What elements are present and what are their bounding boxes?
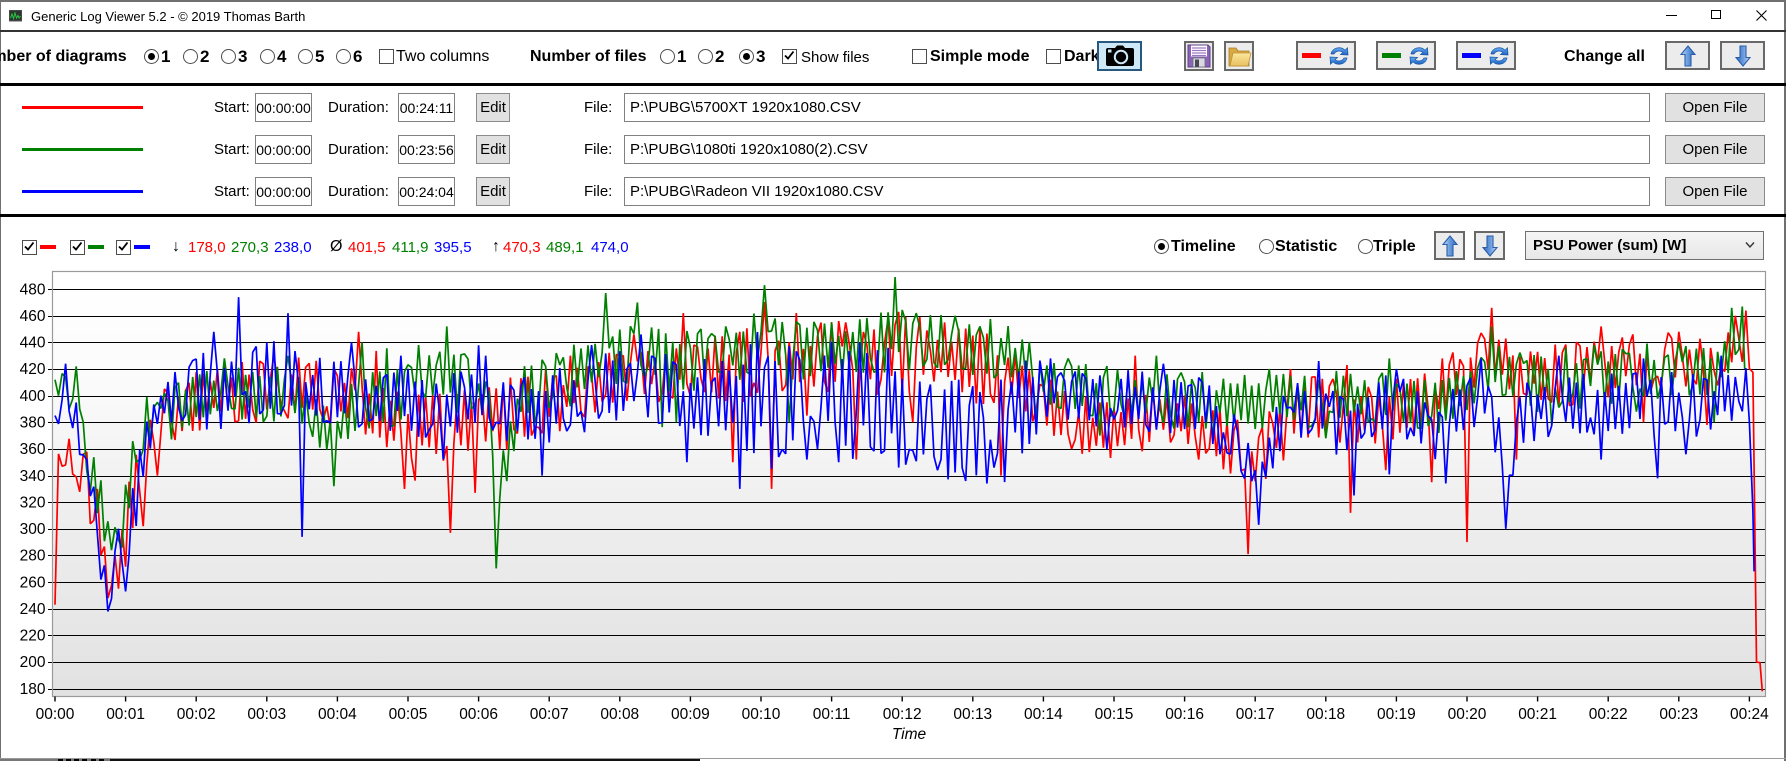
svg-text:420: 420 <box>20 361 46 378</box>
svg-text:00:19: 00:19 <box>1377 706 1416 723</box>
svg-text:220: 220 <box>20 628 46 645</box>
svg-text:00:00: 00:00 <box>36 706 75 723</box>
svg-text:Time: Time <box>892 726 927 743</box>
svg-text:440: 440 <box>20 335 46 352</box>
svg-text:280: 280 <box>20 548 46 565</box>
svg-text:360: 360 <box>20 441 46 458</box>
svg-text:00:03: 00:03 <box>247 706 286 723</box>
svg-text:460: 460 <box>20 308 46 325</box>
svg-text:00:20: 00:20 <box>1448 706 1487 723</box>
svg-text:00:06: 00:06 <box>459 706 498 723</box>
svg-text:00:23: 00:23 <box>1659 706 1698 723</box>
svg-text:00:01: 00:01 <box>106 706 145 723</box>
svg-text:00:16: 00:16 <box>1165 706 1204 723</box>
svg-text:180: 180 <box>20 681 46 698</box>
svg-text:00:21: 00:21 <box>1518 706 1557 723</box>
svg-text:320: 320 <box>20 494 46 511</box>
svg-text:380: 380 <box>20 415 46 432</box>
svg-text:480: 480 <box>20 281 46 298</box>
svg-text:00:12: 00:12 <box>883 706 922 723</box>
svg-text:00:24: 00:24 <box>1730 706 1769 723</box>
svg-text:00:11: 00:11 <box>813 706 851 723</box>
svg-text:240: 240 <box>20 601 46 618</box>
svg-text:00:14: 00:14 <box>1024 706 1063 723</box>
svg-text:400: 400 <box>20 388 46 405</box>
svg-text:00:08: 00:08 <box>600 706 639 723</box>
svg-text:300: 300 <box>20 521 46 538</box>
svg-text:00:07: 00:07 <box>530 706 569 723</box>
svg-text:340: 340 <box>20 468 46 485</box>
svg-text:260: 260 <box>20 574 46 591</box>
svg-text:00:18: 00:18 <box>1306 706 1345 723</box>
svg-text:00:02: 00:02 <box>177 706 216 723</box>
svg-text:00:17: 00:17 <box>1236 706 1275 723</box>
svg-text:00:22: 00:22 <box>1589 706 1628 723</box>
svg-text:00:13: 00:13 <box>953 706 992 723</box>
svg-text:00:15: 00:15 <box>1095 706 1134 723</box>
svg-text:00:04: 00:04 <box>318 706 357 723</box>
svg-text:00:10: 00:10 <box>742 706 781 723</box>
svg-text:00:09: 00:09 <box>671 706 710 723</box>
svg-text:00:05: 00:05 <box>389 706 428 723</box>
svg-text:200: 200 <box>20 654 46 671</box>
